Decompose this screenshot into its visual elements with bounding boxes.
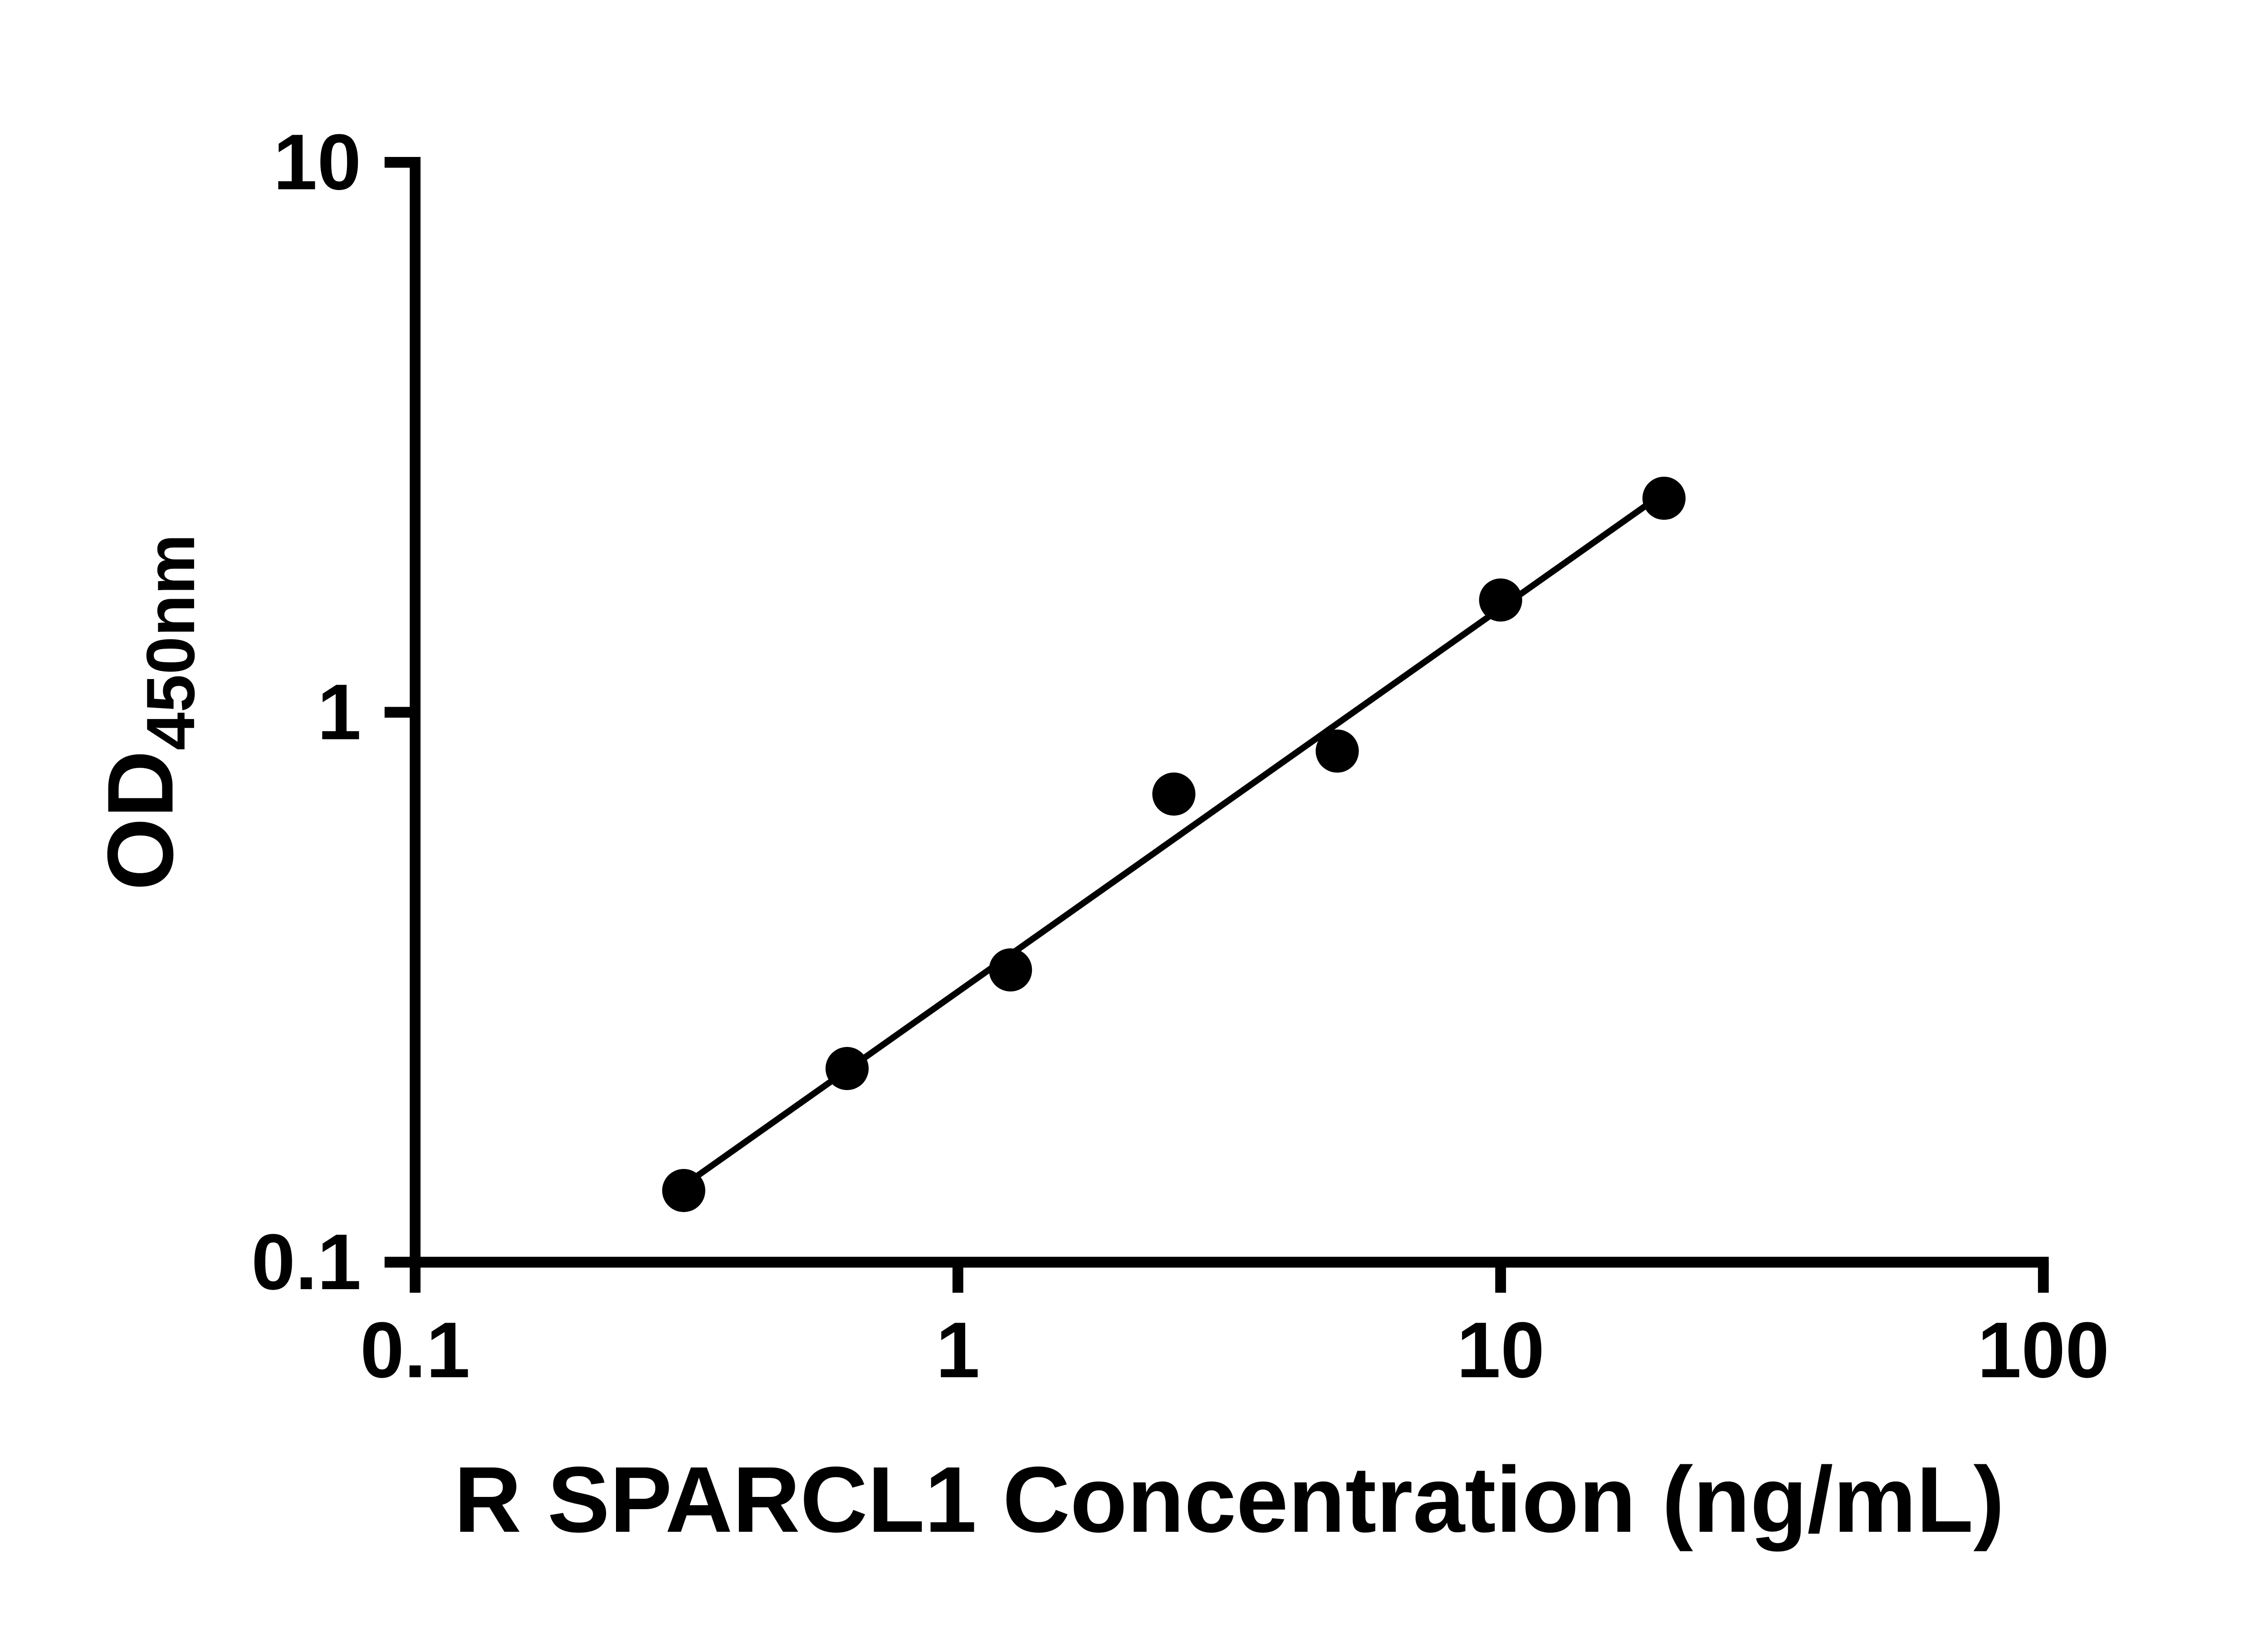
data-point [989,948,1032,992]
x-axis-title: R SPARCL1 Concentration (ng/mL) [454,1447,2004,1552]
x-tick-label: 1 [936,1305,980,1394]
data-point [662,1169,705,1213]
data-point [825,1047,869,1090]
y-axis-title-main: OD [88,750,192,890]
y-axis-title-subscript: 450nm [132,534,209,750]
data-point [1642,476,1686,520]
data-point [1479,578,1522,622]
plot-area: 0.1 1 10 100 0.1 1 10 [251,117,2109,1394]
y-axis-title: OD450nm [88,534,209,890]
x-tick-label: 100 [1977,1305,2109,1394]
y-tick-label: 10 [273,117,361,206]
data-point [1315,729,1359,773]
x-tick-label: 10 [1457,1305,1545,1394]
x-tick-label: 0.1 [360,1305,470,1394]
y-tick-label: 0.1 [251,1217,361,1306]
y-tick-label: 1 [317,668,361,756]
data-point [1152,772,1196,816]
